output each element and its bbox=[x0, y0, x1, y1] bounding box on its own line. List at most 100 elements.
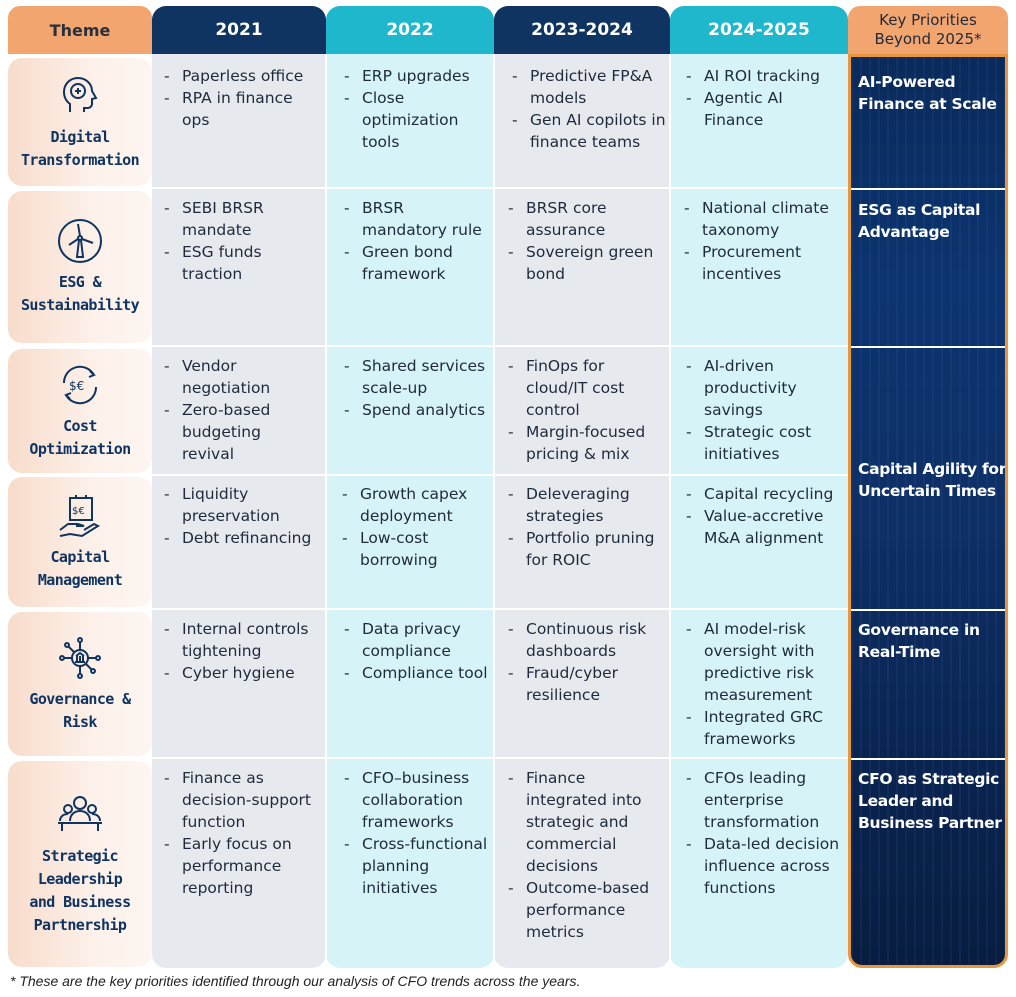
header-2023-2024: 2023-2024 bbox=[494, 6, 670, 54]
cell-governance-2021: Internal controls tighteningCyber hygien… bbox=[158, 618, 324, 684]
cell-digital-2022: ERP upgradesClose optimization tools bbox=[338, 65, 490, 153]
list-item: ESG funds traction bbox=[158, 241, 288, 285]
row-divider bbox=[152, 187, 848, 189]
row-divider bbox=[152, 757, 848, 759]
list-item: CFO–business collaboration frameworks bbox=[338, 767, 490, 833]
cell-esg-2022: BRSR mandatory ruleGreen bond framework bbox=[338, 197, 490, 285]
cell-digital-2023: Predictive FP&A modelsGen AI copilots in… bbox=[506, 65, 668, 153]
cell-governance-2023: Continuous risk dashboardsFraud/cyber re… bbox=[502, 618, 668, 706]
theme-label: Digital Transformation bbox=[20, 127, 140, 169]
brain-head-icon bbox=[62, 76, 98, 112]
list-item: Outcome-based performance metrics bbox=[502, 877, 662, 943]
list-item: Data-led decision influence across funct… bbox=[680, 833, 844, 899]
cell-governance-2022: Data privacy complianceCompliance tool bbox=[338, 618, 490, 684]
list-item: Cross-functional planning initiatives bbox=[338, 833, 490, 899]
currency-cycle-icon: $€ bbox=[62, 365, 98, 404]
list-item: Continuous risk dashboards bbox=[502, 618, 668, 662]
cell-capital-2024: Capital recyclingValue-accretive M&A ali… bbox=[680, 483, 846, 549]
key-priorities-panel: AI-Powered Finance at Scale ESG as Capit… bbox=[848, 54, 1008, 968]
team-leader-icon bbox=[58, 795, 102, 831]
cell-cost-2024: AI-driven productivity savingsStrategic … bbox=[680, 355, 830, 465]
theme-cell-cost-optimization: $€ Cost Optimization bbox=[8, 349, 152, 473]
cell-capital-2021: Liquidity preservationDebt refinancing bbox=[158, 483, 324, 549]
list-item: Growth capex deployment bbox=[336, 483, 490, 527]
theme-cell-esg: ESG & Sustainability bbox=[8, 191, 152, 343]
key-priority-cfo: CFO as Strategic Leader and Business Par… bbox=[858, 770, 1002, 832]
hand-money-icon: $€ bbox=[59, 494, 101, 537]
cell-capital-2023: Deleveraging strategiesPortfolio pruning… bbox=[502, 483, 668, 571]
theme-label: Cost Optimization bbox=[29, 416, 131, 458]
list-item: Margin-focused pricing & mix bbox=[502, 421, 668, 465]
key-priority-divider bbox=[851, 758, 1005, 760]
cell-esg-2023: BRSR core assuranceSovereign green bond bbox=[502, 197, 668, 285]
row-divider bbox=[152, 474, 848, 476]
svg-text:$€: $€ bbox=[69, 379, 84, 393]
column-divider bbox=[493, 54, 495, 968]
list-item: Finance as decision-support function bbox=[158, 767, 324, 833]
list-item: Sovereign green bond bbox=[502, 241, 668, 285]
cell-cost-2023: FinOps for cloud/IT cost controlMargin-f… bbox=[502, 355, 668, 465]
theme-label: ESG & Sustainability bbox=[20, 272, 140, 314]
list-item: Deleveraging strategies bbox=[502, 483, 668, 527]
key-priority-capital: Capital Agility for Uncertain Times bbox=[858, 460, 1007, 500]
header-theme: Theme bbox=[8, 6, 152, 54]
cell-strategic-2022: CFO–business collaboration frameworksCro… bbox=[338, 767, 490, 899]
list-item: Strategic cost initiatives bbox=[680, 421, 830, 465]
list-item: Low-cost borrowing bbox=[336, 527, 490, 571]
list-item: Close optimization tools bbox=[338, 87, 458, 153]
header-2024-2025: 2024-2025 bbox=[670, 6, 848, 54]
cell-cost-2021: Vendor negotiationZero-based budgeting r… bbox=[158, 355, 298, 465]
list-item: Value-accretive M&A alignment bbox=[680, 505, 846, 549]
footnote: * These are the key priorities identifie… bbox=[10, 973, 581, 989]
list-item: Fraud/cyber resilience bbox=[502, 662, 668, 706]
row-divider bbox=[152, 345, 848, 347]
cell-digital-2024: AI ROI trackingAgentic AI Finance bbox=[680, 65, 844, 131]
key-priority-divider bbox=[851, 188, 1005, 190]
wind-turbine-icon bbox=[58, 218, 102, 263]
theme-cell-capital-management: $€ Capital Management bbox=[8, 477, 152, 607]
list-item: Vendor negotiation bbox=[158, 355, 298, 399]
list-item: BRSR mandatory rule bbox=[338, 197, 490, 241]
cell-cost-2022: Shared services scale-upSpend analytics bbox=[338, 355, 490, 421]
list-item: ERP upgrades bbox=[338, 65, 490, 87]
list-item: Portfolio pruning for ROIC bbox=[502, 527, 668, 571]
list-item: Debt refinancing bbox=[158, 527, 324, 549]
list-item: Data privacy compliance bbox=[338, 618, 490, 662]
list-item: CFOs leading enterprise transformation bbox=[680, 767, 844, 833]
list-item: Gen AI copilots in finance teams bbox=[506, 109, 668, 153]
theme-label: Governance & Risk bbox=[29, 689, 131, 731]
list-item: SEBI BRSR mandate bbox=[158, 197, 288, 241]
list-item: Compliance tool bbox=[338, 662, 490, 684]
cell-strategic-2023: Finance integrated into strategic and co… bbox=[502, 767, 662, 943]
theme-cell-strategic-leadership: Strategic Leadership and Business Partne… bbox=[8, 761, 152, 967]
list-item: Agentic AI Finance bbox=[680, 87, 800, 131]
list-item: Spend analytics bbox=[338, 399, 490, 421]
list-item: Liquidity preservation bbox=[158, 483, 324, 527]
list-item: FinOps for cloud/IT cost control bbox=[502, 355, 668, 421]
institution-network-icon bbox=[59, 636, 101, 679]
key-priority-divider bbox=[851, 346, 1005, 348]
cell-strategic-2024: CFOs leading enterprise transformationDa… bbox=[680, 767, 844, 899]
list-item: Shared services scale-up bbox=[338, 355, 490, 399]
theme-cell-digital-transformation: Digital Transformation bbox=[8, 58, 152, 186]
list-item: Capital recycling bbox=[680, 483, 846, 505]
column-divider bbox=[325, 54, 327, 968]
cell-capital-2022: Growth capex deploymentLow-cost borrowin… bbox=[336, 483, 490, 571]
list-item: AI ROI tracking bbox=[680, 65, 844, 87]
header-key-priorities: Key Priorities Beyond 2025* bbox=[848, 6, 1008, 54]
svg-text:$€: $€ bbox=[72, 506, 85, 517]
list-item: Early focus on performance reporting bbox=[158, 833, 324, 899]
cell-governance-2024: AI model-risk oversight with predictive … bbox=[680, 618, 844, 750]
row-divider bbox=[152, 608, 848, 610]
theme-label: Capital Management bbox=[37, 547, 123, 589]
list-item: Internal controls tightening bbox=[158, 618, 324, 662]
cell-esg-2024: National climate taxonomyProcurement inc… bbox=[678, 197, 844, 285]
cell-strategic-2021: Finance as decision-support functionEarl… bbox=[158, 767, 324, 899]
list-item: BRSR core assurance bbox=[502, 197, 668, 241]
list-item: RPA in finance ops bbox=[158, 87, 322, 131]
list-item: Cyber hygiene bbox=[158, 662, 324, 684]
header-2021: 2021 bbox=[152, 6, 326, 54]
column-divider bbox=[669, 54, 671, 968]
theme-cell-governance-risk: Governance & Risk bbox=[8, 612, 152, 756]
list-item: Zero-based budgeting revival bbox=[158, 399, 298, 465]
